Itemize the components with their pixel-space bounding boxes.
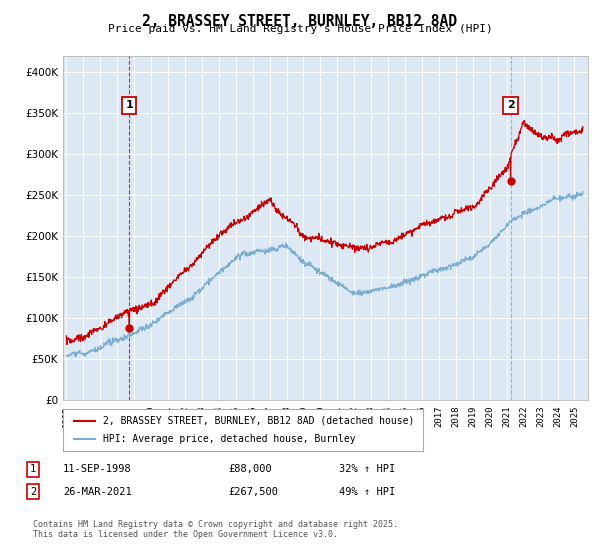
Text: 32% ↑ HPI: 32% ↑ HPI: [339, 464, 395, 474]
Text: 1: 1: [125, 100, 133, 110]
Text: Price paid vs. HM Land Registry's House Price Index (HPI): Price paid vs. HM Land Registry's House …: [107, 24, 493, 34]
Text: 1: 1: [30, 464, 36, 474]
Text: £267,500: £267,500: [228, 487, 278, 497]
Text: Contains HM Land Registry data © Crown copyright and database right 2025.
This d: Contains HM Land Registry data © Crown c…: [33, 520, 398, 539]
Text: £88,000: £88,000: [228, 464, 272, 474]
Text: 2, BRASSEY STREET, BURNLEY, BB12 8AD: 2, BRASSEY STREET, BURNLEY, BB12 8AD: [143, 14, 458, 29]
Text: HPI: Average price, detached house, Burnley: HPI: Average price, detached house, Burn…: [103, 434, 355, 444]
Text: 2, BRASSEY STREET, BURNLEY, BB12 8AD (detached house): 2, BRASSEY STREET, BURNLEY, BB12 8AD (de…: [103, 416, 414, 426]
Text: 26-MAR-2021: 26-MAR-2021: [63, 487, 132, 497]
Text: 2: 2: [507, 100, 514, 110]
Text: 49% ↑ HPI: 49% ↑ HPI: [339, 487, 395, 497]
Text: 11-SEP-1998: 11-SEP-1998: [63, 464, 132, 474]
Text: 2: 2: [30, 487, 36, 497]
